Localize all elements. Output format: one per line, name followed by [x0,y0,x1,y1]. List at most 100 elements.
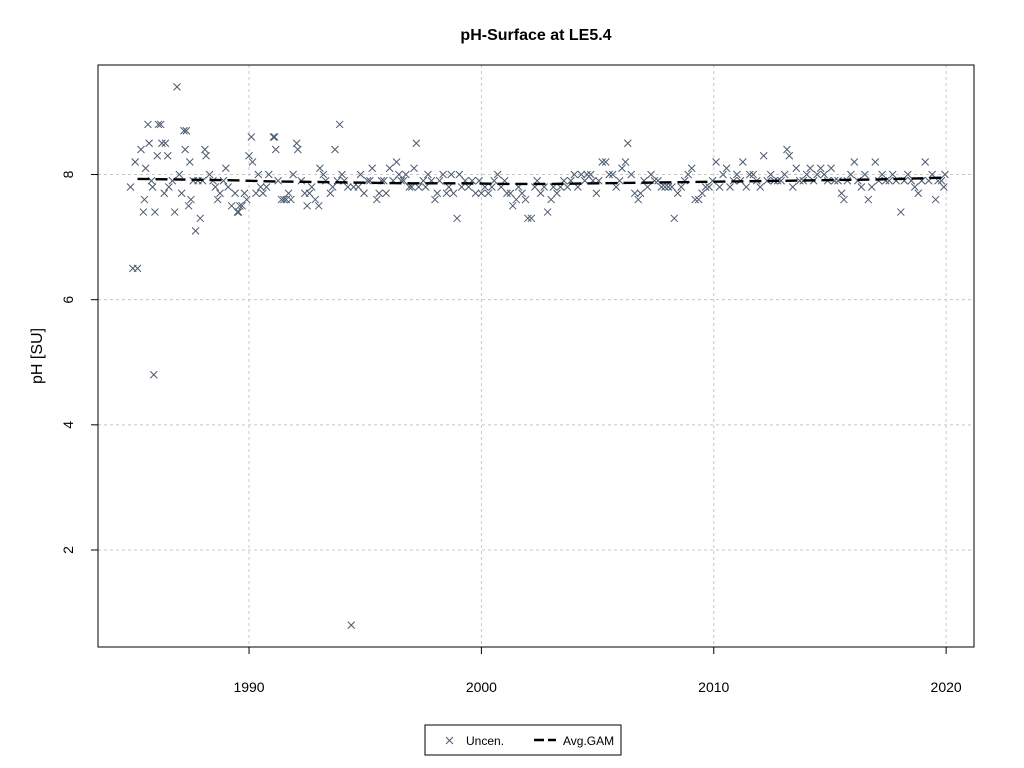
data-point [431,195,439,204]
data-point [382,189,390,198]
data-point [627,170,636,179]
data-point [871,158,880,166]
data-point [149,370,158,379]
data-point [331,145,339,154]
data-point [347,621,356,629]
data-point [274,176,282,185]
data-point [608,170,617,179]
data-point [910,183,919,191]
data-point [834,176,842,185]
data-point [424,170,432,179]
data-point [177,189,186,198]
data-point [284,189,293,198]
data-point [766,170,775,179]
data-point [684,170,693,179]
data-point [447,170,456,179]
data-point [224,183,232,191]
data-point [701,183,710,191]
data-point [264,170,273,179]
data-point [141,164,150,173]
legend-label-uncen: Uncen. [466,734,504,748]
data-point [270,133,279,141]
data-point [763,176,772,185]
data-point [598,158,607,166]
data-point [455,170,464,179]
data-point [131,158,140,166]
chart-title: pH-Surface at LE5.4 [460,27,611,44]
data-point [156,120,165,129]
data-point [133,264,142,273]
data-point [170,208,179,216]
data-point [245,151,253,160]
data-point [234,208,243,216]
data-point [673,189,682,198]
data-point [664,183,673,191]
y-axis: 2 4 6 8 [60,170,98,554]
data-point [484,189,493,198]
data-point [405,183,414,191]
data-point [939,183,948,191]
data-point [521,195,530,204]
data-point [335,120,344,129]
data-point [694,195,703,204]
data-point [173,83,181,91]
data-point [777,176,785,185]
data-point [806,164,815,173]
data-point [941,170,949,179]
data-point [677,183,686,191]
x-tick-label: 2010 [698,679,729,695]
data-point [439,170,447,179]
y-axis-label: pH [SU] [29,328,46,384]
data-point [543,208,552,216]
data-point [691,195,700,204]
y-tick-label: 4 [60,421,76,429]
data-point [205,170,214,179]
data-point [668,183,676,191]
data-point [326,189,335,198]
data-point [148,183,157,191]
data-point [657,183,666,191]
data-point [247,133,256,141]
data-point [319,170,328,179]
data-point [221,164,230,173]
data-point [888,170,897,179]
data-point [524,214,532,223]
data-point [493,170,502,179]
data-point [158,139,166,148]
data-point [280,195,288,204]
data-point [921,158,930,166]
data-point [316,164,324,173]
data-point [592,189,601,198]
data-point [126,183,135,191]
data-point [181,145,189,154]
data-point [630,189,639,198]
data-point [867,183,876,191]
data-point [392,158,401,166]
data-point [175,170,184,179]
data-point [837,189,846,198]
data-point [354,183,363,191]
data-point [165,183,173,191]
data-point [605,170,614,179]
data-point [287,195,295,204]
data-point [586,170,595,179]
data-point [303,201,311,210]
data-point [553,189,561,198]
data-point [445,183,453,191]
data-point [248,158,257,166]
data-point [785,151,794,160]
data-point [661,183,669,191]
data-point [311,195,320,204]
data-point [792,164,801,173]
data-point [820,170,828,179]
data-point [227,201,236,210]
data-point [305,189,314,198]
data-point [161,139,170,148]
data-point [733,170,741,179]
x-tick-label: 2000 [466,679,497,695]
data-point [137,145,145,154]
data-point [503,189,511,198]
data-point [802,170,811,179]
legend-box [424,724,622,756]
